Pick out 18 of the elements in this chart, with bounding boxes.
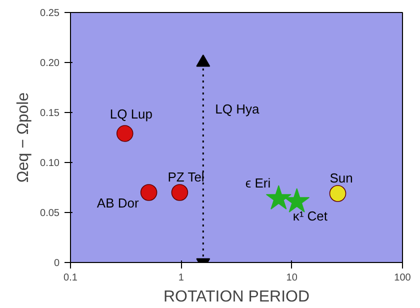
series-label: LQ Lup [110,106,153,122]
x-tick-label: 1 [178,272,184,284]
x-axis-title: ROTATION PERIOD [163,288,310,306]
series-label: AB Dor [96,196,140,210]
series-label: Sun [330,170,353,186]
y-axis-title: Ωeq − Ωpole [15,92,32,183]
y-tick-label: 0.10 [40,158,60,169]
series-label: κ¹ Cet [292,208,328,224]
y-tick-label: 0.25 [40,8,60,19]
y-tick-label: 0.15 [40,108,60,119]
x-tick-label: 100 [394,272,412,284]
y-tick-label: 0 [54,258,60,269]
y-tick-label: 0.05 [40,208,60,219]
series-label: ϵ Eri [245,176,271,190]
series-label: LQ Hya [215,102,260,116]
y-tick-label: 0.20 [40,58,60,69]
x-tick-label: 0.1 [64,272,78,284]
x-tick-label: 10 [286,272,298,284]
